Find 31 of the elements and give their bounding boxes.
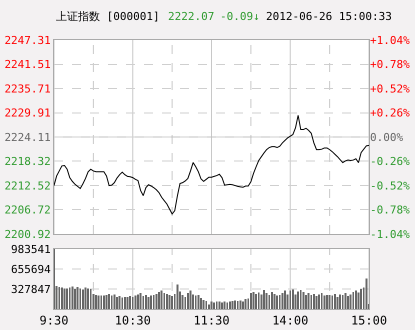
- text: 2012-06-26 15:00:33: [266, 10, 392, 23]
- line-series: [54, 114, 369, 215]
- y-tick-label: 2247.31: [4, 34, 51, 47]
- y-tick-label: 2235.71: [4, 82, 51, 96]
- text: -0.09↓: [220, 10, 260, 23]
- y-tick-label: 2206.72: [4, 204, 51, 217]
- y-tick-label: 2212.52: [4, 179, 51, 192]
- y-tick-label: 2229.91: [4, 106, 51, 120]
- x-tick-label: 15:00: [350, 313, 388, 328]
- x-tick-label: 14:00: [272, 313, 308, 328]
- x-tick-label: 9:30: [40, 313, 68, 328]
- y-tick-label: 2224.11: [4, 130, 51, 144]
- y-tick-label: 2241.51: [4, 58, 51, 72]
- y2-tick-label: +0.52%: [370, 82, 410, 96]
- y2-tick-label: -0.78%: [370, 204, 410, 217]
- x-tick-label: 10:30: [114, 313, 151, 328]
- y-tick-label: 327847: [11, 282, 51, 296]
- x-tick-label: 11:30: [193, 313, 230, 328]
- y-tick-label: 983541: [11, 242, 51, 256]
- text: 2222.07: [168, 10, 214, 23]
- y-tick-label: 655694: [11, 262, 52, 276]
- chart-title: 上证指数 [000001]: [56, 10, 160, 23]
- y-tick-label: 2200.92: [4, 228, 51, 241]
- y-tick-label: 2218.32: [4, 155, 51, 168]
- y2-tick-label: -1.04%: [370, 228, 410, 241]
- y2-tick-label: -0.52%: [370, 179, 410, 192]
- y2-tick-label: 0.00%: [370, 130, 404, 144]
- y2-tick-label: +0.78%: [370, 58, 410, 72]
- y2-tick-label: +1.04%: [370, 34, 410, 47]
- y2-tick-label: +0.26%: [370, 106, 410, 120]
- y2-tick-label: -0.26%: [370, 155, 410, 168]
